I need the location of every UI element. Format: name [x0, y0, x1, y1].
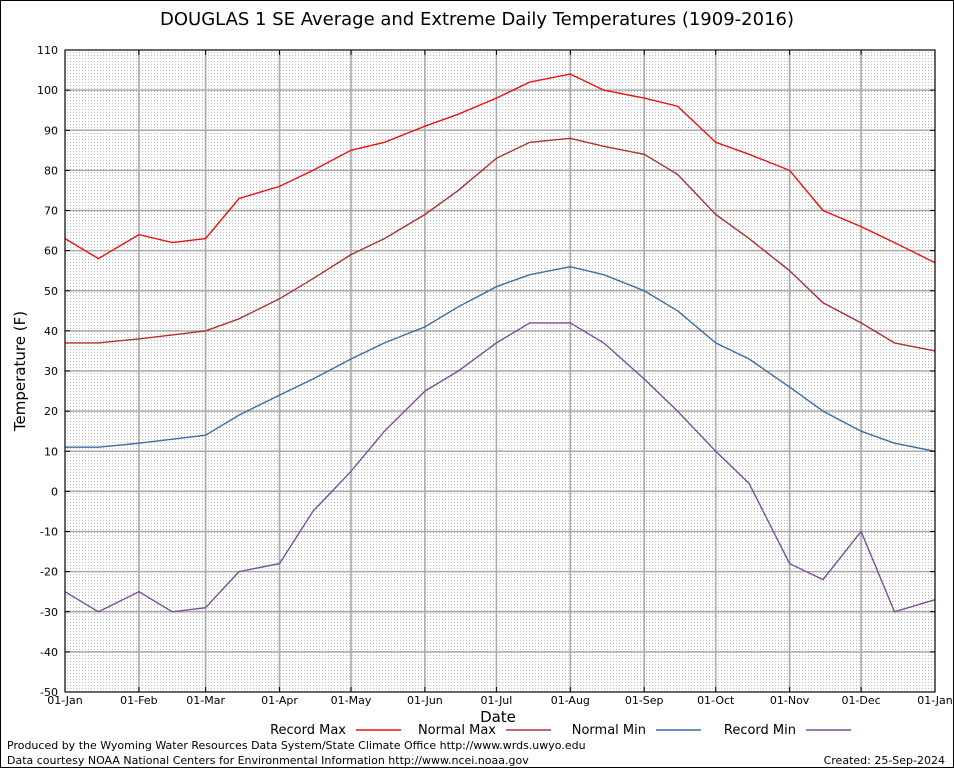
y-tick-label: -30: [40, 606, 58, 619]
y-axis-label: Temperature (F): [11, 311, 29, 432]
y-tick-label: 50: [44, 285, 58, 298]
y-tick-label: -10: [40, 526, 58, 539]
x-tick-label: 01-Jan: [47, 694, 83, 707]
x-tick-label: 01-Mar: [186, 694, 225, 707]
y-tick-label: 110: [37, 44, 58, 57]
y-tick-label: -20: [40, 566, 58, 579]
x-tick-label: 01-Feb: [120, 694, 157, 707]
footer-producer: Produced by the Wyoming Water Resources …: [7, 739, 586, 752]
y-tick-label: 0: [51, 485, 58, 498]
axes: 1101009080706050403020100-10-20-30-40-50…: [37, 44, 953, 707]
x-tick-label: 01-Dec: [841, 694, 880, 707]
series-line-normal-min: [65, 265, 936, 452]
y-tick-label: 80: [44, 164, 58, 177]
y-tick-label: 30: [44, 365, 58, 378]
x-tick-label: 01-Aug: [551, 694, 590, 707]
legend-label-normal-min: Normal Min: [572, 723, 646, 738]
legend: Record Max Normal Max Normal Min Record Min: [270, 723, 851, 738]
series-line-normal-max: [65, 137, 936, 352]
x-axis-label: Date: [480, 708, 516, 726]
y-tick-label: 40: [44, 325, 58, 338]
x-tick-label: 01-Jul: [480, 694, 512, 707]
y-tick-label: -40: [40, 646, 58, 659]
footer-created: Created: 25-Sep-2024: [823, 754, 945, 767]
x-tick-label: 01-Apr: [261, 694, 298, 707]
x-tick-label: 01-Jan: [917, 694, 953, 707]
series-line-record-max: [64, 73, 936, 264]
y-tick-label: 20: [44, 405, 58, 418]
x-tick-label: 01-Jun: [407, 694, 443, 707]
y-tick-label: 90: [44, 124, 58, 137]
x-tick-label: 01-Oct: [697, 694, 735, 707]
y-tick-label: -50: [40, 686, 58, 699]
y-tick-label: 70: [44, 205, 58, 218]
legend-label-record-max: Record Max: [270, 723, 346, 738]
legend-label-record-min: Record Min: [724, 723, 796, 738]
x-tick-label: 01-Sep: [625, 694, 664, 707]
y-tick-label: 60: [44, 245, 58, 258]
footer-data-source: Data courtesy NOAA National Centers for …: [7, 754, 529, 767]
chart-title: DOUGLAS 1 SE Average and Extreme Daily T…: [159, 9, 794, 30]
series-line-record-min: [64, 322, 936, 613]
legend-label-normal-max: Normal Max: [418, 723, 496, 738]
y-tick-label: 10: [44, 445, 58, 458]
x-tick-label: 01-May: [331, 694, 372, 707]
x-tick-label: 01-Nov: [770, 694, 810, 707]
y-tick-label: 100: [37, 84, 58, 97]
series-lines: [64, 73, 936, 613]
